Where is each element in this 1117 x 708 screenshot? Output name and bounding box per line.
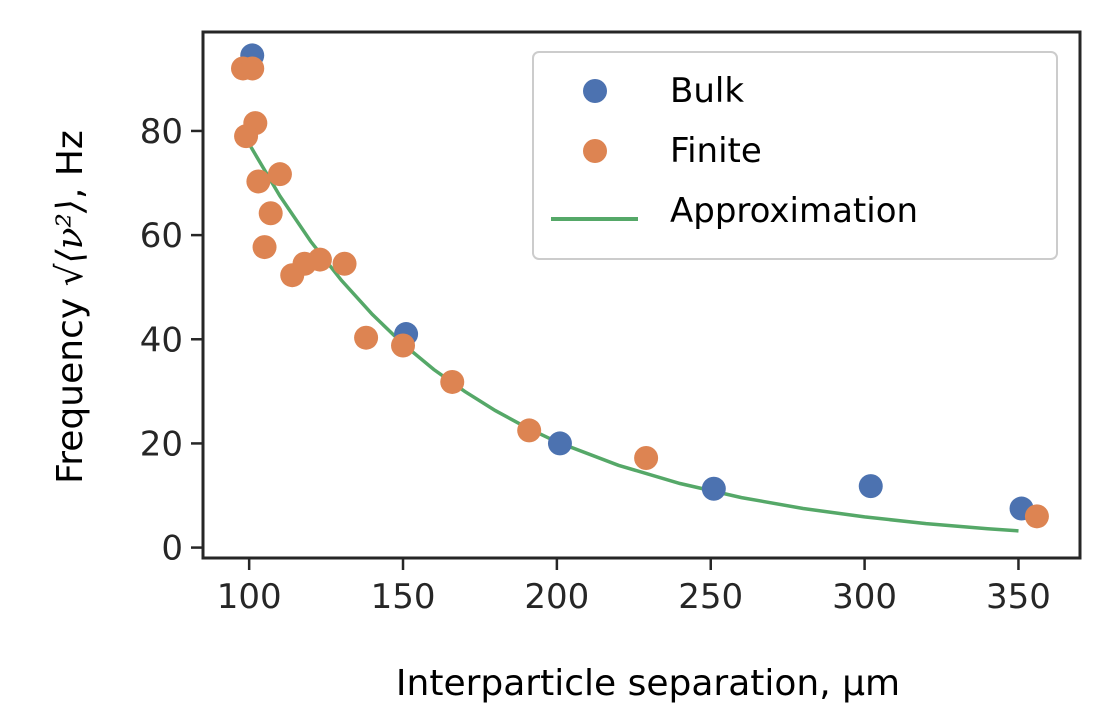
y-tick-label: 40 bbox=[140, 320, 183, 360]
x-axis-label: Interparticle separation, μm bbox=[396, 663, 900, 704]
bulk-point bbox=[547, 431, 572, 456]
finite-point bbox=[354, 325, 379, 350]
x-tick-label: 100 bbox=[217, 577, 282, 617]
legend-marker bbox=[583, 79, 607, 103]
x-tick-label: 150 bbox=[371, 577, 436, 617]
legend-label: Bulk bbox=[670, 71, 744, 111]
legend-marker bbox=[583, 139, 607, 163]
finite-point bbox=[258, 201, 283, 226]
plot-frame bbox=[201, 30, 1082, 560]
axis-labels: Interparticle separation, μm Frequency √… bbox=[50, 130, 900, 704]
finite-point bbox=[267, 162, 292, 187]
x-tick-label: 300 bbox=[832, 577, 897, 617]
finite-point bbox=[634, 446, 659, 471]
axes: 100 150 200 250 300 350 0 20 40 60 80 bbox=[140, 30, 1082, 617]
finite-point bbox=[246, 169, 271, 194]
legend: Bulk Finite Approximation bbox=[532, 51, 1058, 260]
y-tick-label: 80 bbox=[140, 112, 183, 152]
data-layer bbox=[231, 43, 1049, 533]
bulk-point bbox=[858, 474, 883, 499]
x-tick-label: 350 bbox=[986, 577, 1051, 617]
bulk-point bbox=[701, 476, 726, 501]
finite-point bbox=[440, 369, 465, 394]
finite-point bbox=[307, 247, 332, 272]
finite-point bbox=[252, 235, 277, 260]
legend-box bbox=[532, 51, 1058, 260]
y-tick-label: 60 bbox=[140, 216, 183, 256]
y-axis-label-math: √⟨ν²⟩ bbox=[50, 199, 91, 286]
y-axis-label-unit: , Hz bbox=[50, 130, 91, 199]
finite-point bbox=[1024, 504, 1049, 529]
y-axis-label-main: Frequency bbox=[50, 286, 91, 483]
finite-point bbox=[234, 124, 259, 149]
finite-point bbox=[240, 56, 265, 81]
x-tick-label: 200 bbox=[524, 577, 589, 617]
y-axis-label: Frequency √⟨ν²⟩, Hz bbox=[50, 130, 91, 484]
finite-point bbox=[391, 333, 416, 358]
x-tick-label: 250 bbox=[678, 577, 743, 617]
finite-point bbox=[332, 251, 357, 276]
y-tick-label: 20 bbox=[140, 424, 183, 464]
legend-label: Approximation bbox=[670, 191, 918, 231]
legend-label: Finite bbox=[670, 131, 762, 171]
y-tick-label: 0 bbox=[161, 529, 183, 569]
finite-point bbox=[517, 418, 542, 443]
